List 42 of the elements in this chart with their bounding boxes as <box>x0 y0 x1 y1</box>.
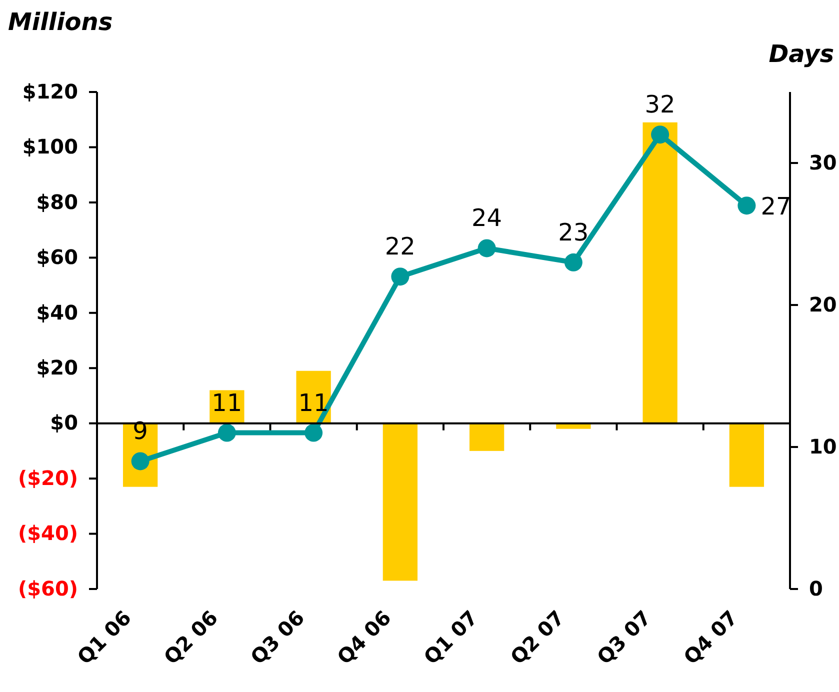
x-tick-label: Q1 06 <box>72 606 136 670</box>
point <box>391 268 410 286</box>
y2-tick-label: 30 <box>809 150 837 174</box>
y2-axis-title: Days <box>768 40 834 68</box>
y-tick-label: $120 <box>22 79 78 104</box>
data-label: 23 <box>558 218 589 246</box>
y-tick-label: $60 <box>36 245 78 270</box>
data-label: 11 <box>298 388 329 417</box>
point <box>564 253 582 272</box>
bar <box>469 423 504 451</box>
y-tick-label: $20 <box>36 356 78 380</box>
point <box>304 424 323 442</box>
data-label: 11 <box>212 388 242 417</box>
x-tick-label: Q3 06 <box>246 606 310 670</box>
x-tick-label: Q2 07 <box>506 606 569 670</box>
y-tick-label: ($40) <box>18 521 78 546</box>
bar <box>729 423 764 487</box>
point <box>478 239 496 258</box>
point <box>218 424 236 442</box>
y-tick-label: $0 <box>50 410 78 435</box>
data-label: 27 <box>760 192 792 221</box>
bar <box>382 423 418 581</box>
data-label: 32 <box>644 90 676 119</box>
y2-tick-label: 20 <box>809 292 837 316</box>
y-tick-label: $80 <box>36 190 78 214</box>
y-axis-title: Millions <box>8 8 113 36</box>
y-tick-label: $100 <box>22 134 78 159</box>
x-tick-label: Q4 06 <box>332 606 396 670</box>
x-tick-label: Q3 07 <box>592 606 656 670</box>
data-label: 24 <box>472 204 502 232</box>
y-tick-label: $40 <box>36 300 78 324</box>
y2-tick-label: 10 <box>809 434 837 458</box>
y-tick-label: ($20) <box>18 466 78 490</box>
y2-tick-label: 0 <box>809 576 823 600</box>
x-tick-label: Q1 07 <box>418 606 482 670</box>
y-tick-label: ($60) <box>18 576 78 600</box>
point <box>738 196 756 215</box>
x-tick-label: Q2 06 <box>159 606 222 670</box>
data-label: 22 <box>384 232 416 261</box>
x-tick-label: Q4 07 <box>678 606 742 670</box>
point <box>651 126 670 144</box>
bar <box>642 122 678 424</box>
